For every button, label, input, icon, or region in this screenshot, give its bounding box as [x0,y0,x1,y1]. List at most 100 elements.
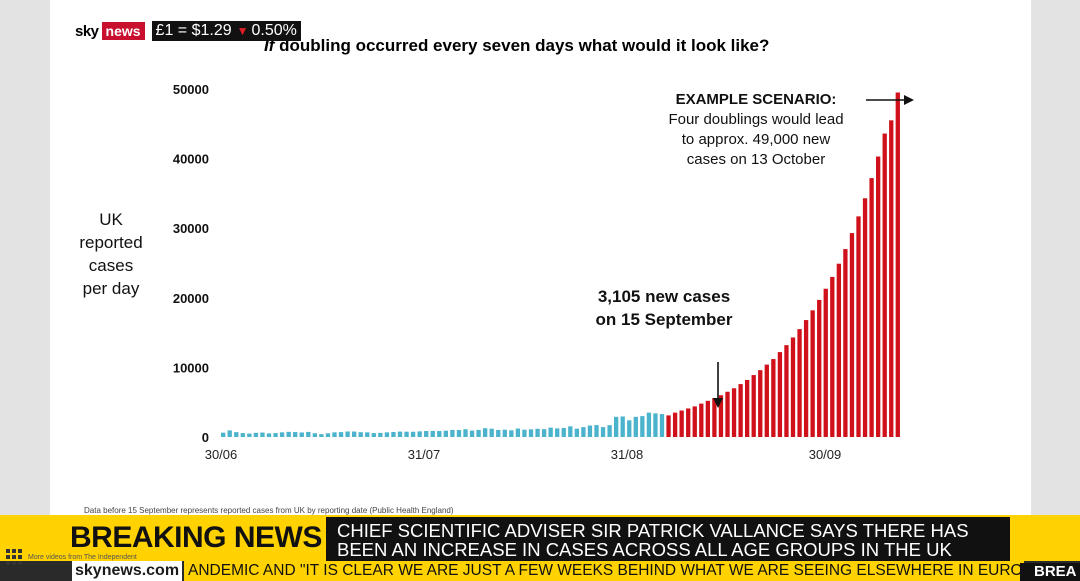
bar-reported [325,433,331,437]
logo-news: news [101,22,145,40]
chart: 0 10000 20000 30000 40000 50000 30/06 31/07 31/… [173,82,914,462]
bar-reported [299,432,304,437]
bar-reported [384,432,390,437]
bar-projected [823,288,828,437]
x-tick-label: 30/06 [205,447,238,462]
arrow-to-15-september [713,362,723,408]
bar-projected [672,412,678,437]
bar-reported [541,429,547,437]
bar-projected [862,198,868,437]
bar-projected [830,276,835,437]
bar-projected [738,384,743,437]
bar-reported [247,433,252,437]
y-tick-label: 10000 [173,360,209,375]
bar-reported [450,429,455,437]
data-footnote: Data before 15 September represents repo… [84,506,454,515]
bar-projected [803,320,809,437]
bar-reported [620,416,625,437]
bar-projected [686,408,691,437]
x-tick-label: 31/08 [611,447,644,462]
bar-projected [810,310,815,437]
bar-reported [378,432,383,437]
rate-change: 0.50% [251,22,297,39]
bar-projected [869,178,874,437]
bar-reported [469,430,475,437]
bar-reported [273,433,278,437]
bar-reported [581,427,586,437]
bar-projected [771,359,776,437]
bar-projected [836,263,841,437]
bar-reported [522,429,527,437]
y-tick-label: 0 [202,430,209,445]
bar-reported [502,429,507,437]
bar-projected [876,156,881,437]
more-videos-label: More videos from The Independent [28,553,137,561]
news-ticker: ANDEMIC AND "IT IS CLEAR WE ARE JUST A F… [184,561,1024,581]
bar-reported [659,414,665,437]
bar-reported [293,432,298,437]
ylabel-line: cases [88,256,134,275]
bar-projected [751,375,756,437]
title-rest: doubling occurred every seven days what … [274,36,770,55]
bar-reported [221,432,226,437]
y-axis-ticks: 0 10000 20000 30000 40000 50000 [173,82,209,445]
bar-reported [489,428,494,437]
rate-value: £1 = $1.29 [155,22,232,39]
bar-reported [633,416,638,437]
bar-projected [718,395,724,437]
bar-reported [594,425,599,437]
bar-reported [352,431,357,437]
bar-reported [600,427,606,437]
bar-projected [692,406,697,437]
bar-projected [705,400,710,437]
scenario-line: Four doublings would lead [668,111,844,128]
bar-reported [345,431,350,437]
example-scenario: EXAMPLE SCENARIO: Four doublings would l… [630,90,882,170]
bar-projected [764,364,769,437]
bar-projected [817,299,822,437]
y-tick-label: 30000 [173,221,209,236]
y-tick-label: 20000 [173,291,209,306]
annotation-arrow-head [713,398,723,408]
bar-reported [515,428,521,437]
bar-reported [430,430,435,437]
bar-reported [509,430,514,437]
more-videos-link[interactable]: More videos from The Independent [6,549,137,565]
bar-projected [758,370,763,437]
breaking-news-caption: CHIEF SCIENTIFIC ADVISER SIR PATRICK VAL… [326,517,1010,561]
title-lead: If [264,36,275,55]
bar-projected [699,403,704,437]
annotation-15-september: 3,105 new cases on 15 September [556,285,772,331]
bar-projected [856,216,861,437]
annotation-line: 3,105 new cases [597,287,731,306]
bar-reported [312,433,317,437]
ylabel-line: UK [99,210,123,229]
bar-reported [332,432,337,437]
bar-reported [574,428,579,437]
bar-projected [849,233,855,437]
bar-reported [463,429,468,437]
bar-reported [548,427,553,437]
annotation-line: on 15 September [595,310,733,329]
next-banner-text: BREA [1034,563,1077,580]
sky-news-logo: sky news [72,21,148,41]
bar-reported [535,428,540,437]
bar-projected [712,398,717,437]
x-tick-label: 31/07 [408,447,441,462]
chart-bars [221,92,900,438]
bar-reported [234,432,239,437]
scenario-arrow-head [904,95,914,105]
bar-projected [843,249,848,437]
bar-reported [653,413,658,437]
bar-reported [338,432,344,437]
bar-projected [882,133,887,438]
y-axis-label: UK reported cases per day [68,208,154,300]
bar-reported [240,433,245,437]
bar-projected [889,120,894,437]
bar-reported [568,426,573,437]
bar-reported [627,420,632,437]
bar-reported [417,431,422,437]
next-banner-stub: BREA [1020,563,1080,581]
bar-projected [790,337,796,437]
x-axis-ticks: 30/06 31/07 31/08 30/09 [205,447,842,462]
